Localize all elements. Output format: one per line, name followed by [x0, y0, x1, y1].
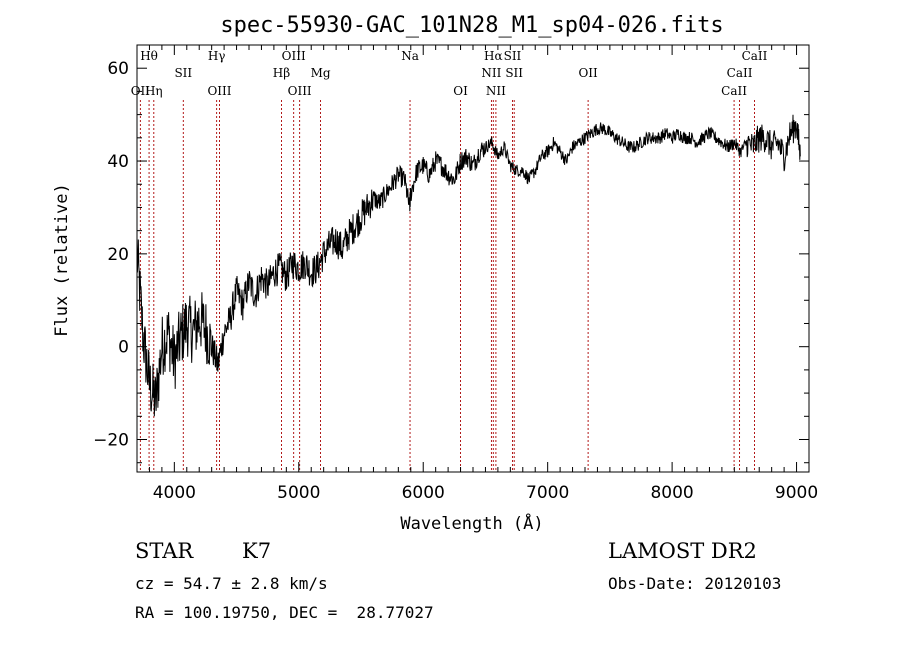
emission-line-label: OIII [288, 84, 312, 98]
emission-line-markers [139, 100, 755, 472]
x-tick-label: 6000 [402, 483, 445, 503]
object-class: STAR [135, 539, 194, 563]
x-tick-label: 4000 [153, 483, 196, 503]
emission-line-label: Hθ [140, 49, 158, 63]
x-tick-label: 5000 [277, 483, 320, 503]
emission-line-label: OI [453, 84, 468, 98]
observation-date: Obs-Date: 20120103 [608, 574, 782, 593]
emission-line-label: Hβ [273, 66, 290, 80]
emission-line-labels: Hθ OII Hη SII Hγ OIII OIII Hβ OIII Mg Na OI Hα NII NII… [131, 49, 768, 98]
emission-line-label: CaII [721, 84, 747, 98]
emission-line-label: Na [401, 49, 419, 63]
x-axis-ticks: 4000 5000 6000 7000 8000 9000 [136, 45, 818, 503]
emission-line-label: Hη [145, 84, 163, 98]
ra-dec: RA = 100.19750, DEC = 28.77027 [135, 603, 434, 622]
x-tick-label: 8000 [650, 483, 693, 503]
emission-line-label: OIII [282, 49, 306, 63]
x-axis-label: Wavelength (Å) [400, 512, 543, 534]
emission-line-label: SII [505, 66, 523, 80]
y-tick-label: 20 [107, 245, 129, 265]
plot-frame [136, 44, 810, 473]
emission-line-label: CaII [727, 66, 753, 80]
chart-title: spec-55930-GAC_101N28_M1_sp04-026.fits [220, 13, 723, 38]
emission-line-label: Hγ [208, 49, 226, 63]
y-axis-label: Flux (relative) [52, 183, 72, 337]
y-tick-label: −20 [93, 431, 129, 451]
emission-line-label: OIII [207, 84, 231, 98]
y-tick-label: 0 [118, 338, 129, 358]
emission-line-label: SII [174, 66, 192, 80]
emission-line-label: Mg [311, 66, 331, 80]
spectrum-line [136, 114, 801, 417]
survey-name: LAMOST DR2 [608, 539, 757, 563]
y-axis-ticks: −20 0 20 40 60 [93, 44, 809, 464]
y-tick-label: 60 [107, 59, 129, 79]
emission-line-label: NII [486, 84, 506, 98]
emission-line-label: SII [504, 49, 522, 63]
emission-line-label: CaII [742, 49, 768, 63]
emission-line-label: Hα [484, 49, 503, 63]
y-tick-label: 40 [107, 152, 129, 172]
emission-line-label: OII [578, 66, 598, 80]
x-tick-label: 7000 [526, 483, 569, 503]
x-tick-label: 9000 [775, 483, 818, 503]
object-subclass: K7 [242, 539, 272, 563]
emission-line-label: NII [481, 66, 501, 80]
redshift-cz: cz = 54.7 ± 2.8 km/s [135, 574, 328, 593]
